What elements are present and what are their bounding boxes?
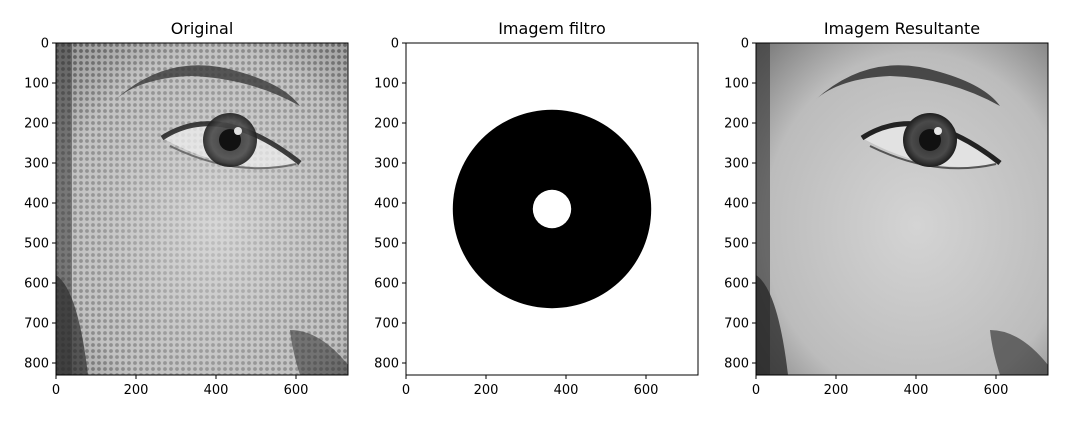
panel-filter: 0 200 400 600 0 100 200 300 400 500 600 700 800 Ima…	[374, 19, 699, 398]
x-tick-label: 600	[634, 383, 659, 398]
y-tick-label: 400	[374, 197, 399, 212]
y-tick-label: 0	[741, 37, 749, 52]
x-tick-label: 0	[402, 383, 410, 398]
x-axis-ticks: 0 200 400 600	[52, 375, 309, 398]
y-tick-label: 600	[724, 277, 749, 292]
y-tick-label: 700	[724, 317, 749, 332]
y-tick-label: 300	[374, 157, 399, 172]
y-tick-label: 800	[24, 357, 49, 372]
y-axis-ticks: 0 100 200 300 400 500 600 700 800	[24, 37, 56, 372]
image-filter	[406, 43, 698, 375]
x-tick-label: 0	[52, 383, 60, 398]
y-tick-label: 800	[374, 357, 399, 372]
filter-inner-disk	[532, 189, 572, 229]
y-tick-label: 400	[724, 197, 749, 212]
image-original	[56, 43, 348, 375]
y-tick-label: 0	[391, 37, 399, 52]
y-tick-label: 300	[724, 157, 749, 172]
y-tick-label: 600	[374, 277, 399, 292]
y-tick-label: 200	[374, 117, 399, 132]
y-tick-label: 200	[24, 117, 49, 132]
y-tick-label: 300	[24, 157, 49, 172]
y-tick-label: 700	[374, 317, 399, 332]
y-tick-label: 700	[24, 317, 49, 332]
image-result	[756, 43, 1048, 375]
x-tick-label: 400	[904, 383, 929, 398]
y-tick-label: 500	[724, 237, 749, 252]
y-tick-label: 500	[24, 237, 49, 252]
y-axis-ticks: 0 100 200 300 400 500 600 700 800	[724, 37, 756, 372]
y-tick-label: 200	[724, 117, 749, 132]
x-tick-label: 600	[984, 383, 1009, 398]
y-tick-label: 600	[24, 277, 49, 292]
x-tick-label: 400	[554, 383, 579, 398]
x-tick-label: 400	[204, 383, 229, 398]
y-tick-label: 0	[41, 37, 49, 52]
panel-title: Original	[171, 19, 234, 38]
y-tick-label: 100	[24, 77, 49, 92]
x-axis-ticks: 0 200 400 600	[402, 375, 659, 398]
x-tick-label: 0	[752, 383, 760, 398]
y-tick-label: 800	[724, 357, 749, 372]
x-tick-label: 200	[124, 383, 149, 398]
panel-original: 0 200 400 600 0 100 200 300 400 500 600 700 800 Ori…	[24, 19, 349, 398]
x-tick-label: 600	[284, 383, 309, 398]
y-tick-label: 500	[374, 237, 399, 252]
y-tick-label: 100	[724, 77, 749, 92]
y-tick-label: 400	[24, 197, 49, 212]
x-tick-label: 200	[474, 383, 499, 398]
panel-title: Imagem filtro	[498, 19, 606, 38]
y-tick-label: 100	[374, 77, 399, 92]
x-tick-label: 200	[824, 383, 849, 398]
panel-result: 0 200 400 600 0 100 200 300 400 500 600 700 800 Ima…	[724, 19, 1049, 398]
y-axis-ticks: 0 100 200 300 400 500 600 700 800	[374, 37, 406, 372]
panel-title: Imagem Resultante	[824, 19, 980, 38]
x-axis-ticks: 0 200 400 600	[752, 375, 1009, 398]
